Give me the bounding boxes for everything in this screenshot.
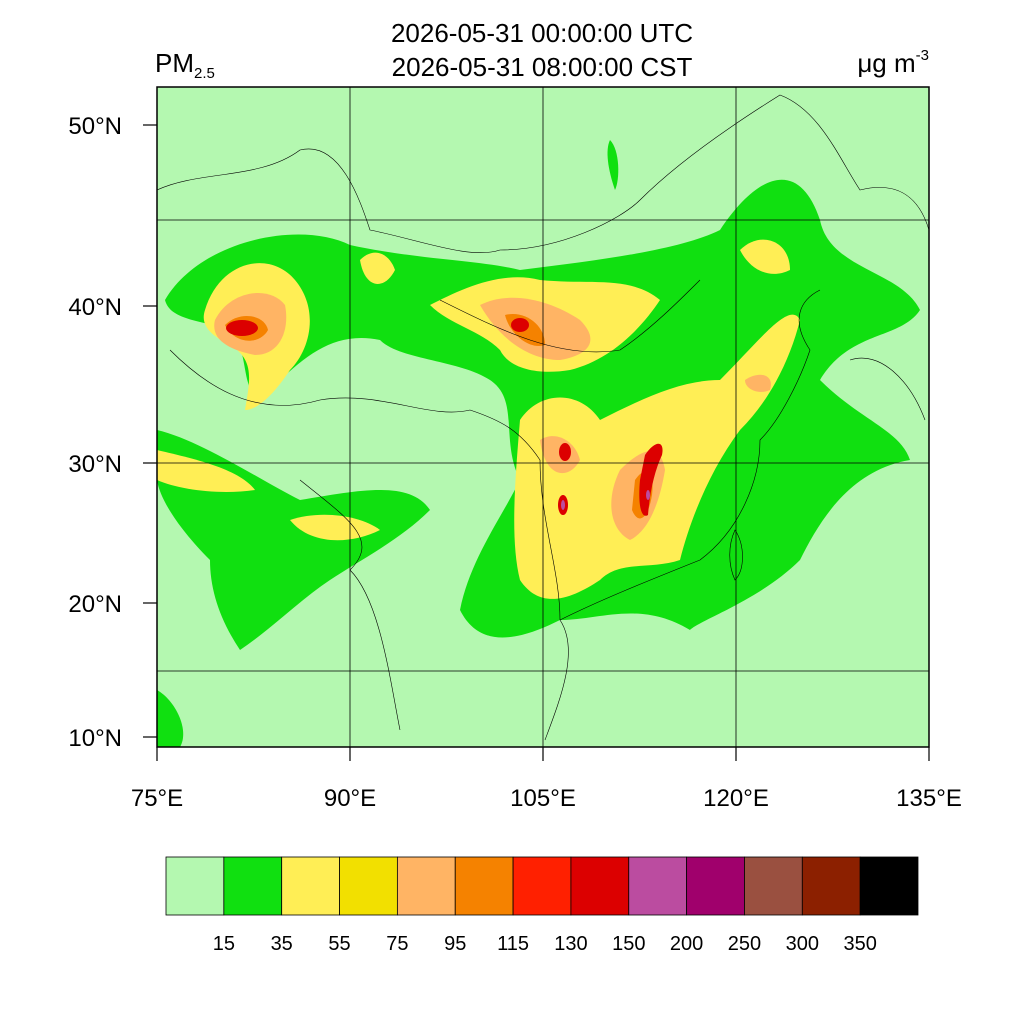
lon-label: 90°E xyxy=(324,785,376,812)
map-field xyxy=(157,87,929,747)
variable-label: PM2.5 xyxy=(155,48,215,82)
colorbar-swatch xyxy=(628,856,688,916)
lon-label: 105°E xyxy=(510,785,576,812)
lat-label: 10°N xyxy=(68,725,122,752)
colorbar-label: 300 xyxy=(786,933,819,955)
lon-label: 75°E xyxy=(131,785,183,812)
lat-label: 30°N xyxy=(68,451,122,478)
colorbar-swatch xyxy=(686,856,745,916)
lat-axis: 50°N 40°N 30°N 20°N 10°N xyxy=(68,113,157,752)
title-line: 2026-05-31 00:00:00 UTC xyxy=(391,18,693,48)
colorbar-label: 75 xyxy=(386,933,408,955)
colorbar-swatch xyxy=(396,856,456,916)
lat-label: 20°N xyxy=(68,591,122,618)
colorbar-swatch xyxy=(339,856,398,916)
colorbar-label: 200 xyxy=(670,933,703,955)
lat-label: 50°N xyxy=(68,113,122,140)
colorbar-label: 115 xyxy=(497,933,529,955)
colorbar-swatch xyxy=(801,856,861,916)
colorbar-swatch xyxy=(454,856,514,916)
colorbar-swatch xyxy=(859,856,919,916)
colorbar-label: 150 xyxy=(612,933,645,955)
units-label: μg m-3 xyxy=(857,47,929,78)
colorbar-swatch xyxy=(223,856,283,916)
units-base: μg m xyxy=(857,48,915,78)
colorbar-label: 15 xyxy=(213,933,235,955)
colorbar-label: 250 xyxy=(728,933,761,955)
colorbar-label: 35 xyxy=(271,933,293,955)
colorbar: 15 35 55 75 95 115 130 150 200 250 300 350 xyxy=(165,856,919,955)
lon-label: 135°E xyxy=(896,785,962,812)
variable-base: PM xyxy=(155,48,194,78)
colorbar-label: 130 xyxy=(554,933,587,955)
lon-label: 120°E xyxy=(703,785,769,812)
lon-axis: 75°E 90°E 105°E 120°E 135°E xyxy=(131,747,962,812)
title-line: 2026-05-31 08:00:00 CST xyxy=(392,52,693,82)
colorbar-swatch xyxy=(165,856,225,916)
colorbar-swatch xyxy=(281,856,340,916)
colorbar-swatch xyxy=(744,856,803,916)
graticule xyxy=(157,87,929,747)
lat-label: 40°N xyxy=(68,294,122,321)
variable-subscript: 2.5 xyxy=(194,65,215,82)
units-superscript: -3 xyxy=(916,47,929,64)
colorbar-label: 95 xyxy=(444,933,466,955)
colorbar-label: 55 xyxy=(328,933,350,955)
colorbar-label: 350 xyxy=(843,933,876,955)
colorbar-swatch xyxy=(512,856,572,916)
colorbar-swatch xyxy=(570,856,630,916)
